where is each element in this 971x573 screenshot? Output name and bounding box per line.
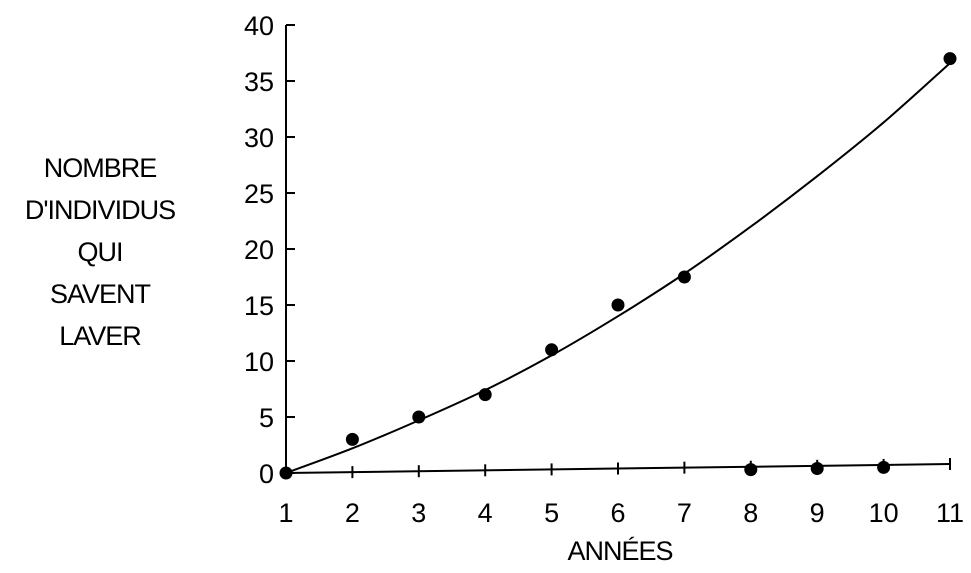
x-tick-label: 10 xyxy=(869,498,899,528)
y-axis-title-line: SAVENT xyxy=(49,279,151,309)
data-point xyxy=(677,270,691,284)
data-point xyxy=(412,410,426,424)
chart-curves xyxy=(285,62,951,474)
x-tick-label: 4 xyxy=(478,498,493,528)
y-tick-label: 10 xyxy=(244,347,274,377)
y-tick-label: 5 xyxy=(259,403,274,433)
baseline-curve xyxy=(285,463,951,474)
y-tick-label: 20 xyxy=(244,235,274,265)
x-tick-label: 5 xyxy=(544,498,559,528)
data-point xyxy=(611,298,625,312)
chart-points xyxy=(279,52,957,480)
y-axis-title-line: D'INDIVIDUS xyxy=(24,195,176,225)
data-point xyxy=(877,460,891,474)
x-tick-label: 6 xyxy=(610,498,625,528)
x-tick-label: 9 xyxy=(810,498,825,528)
x-tick-label: 7 xyxy=(677,498,692,528)
x-tick-label: 11 xyxy=(936,498,964,528)
y-tick-label: 40 xyxy=(244,11,274,41)
fit-curve xyxy=(285,62,951,474)
y-tick-label: 25 xyxy=(244,179,274,209)
y-tick-label: 15 xyxy=(244,291,274,321)
x-axis-ticks: 1 2 3 4 5 6 7 8 9 10 11 xyxy=(278,458,964,528)
data-point xyxy=(478,388,492,402)
data-point xyxy=(345,432,359,446)
x-axis-title: ANNÉES xyxy=(567,536,672,566)
data-point xyxy=(810,462,824,476)
data-point xyxy=(545,343,559,357)
data-point xyxy=(943,52,957,66)
y-tick-label: 35 xyxy=(244,67,274,97)
y-axis-ticks: 0 5 10 15 20 25 30 35 40 xyxy=(244,11,295,489)
y-axis-title-line: NOMBRE xyxy=(43,153,158,183)
x-tick-label: 8 xyxy=(743,498,758,528)
y-axis-title-line: LAVER xyxy=(59,321,142,351)
x-tick-label: 2 xyxy=(345,498,360,528)
y-tick-label: 30 xyxy=(244,123,274,153)
x-tick-label: 3 xyxy=(411,498,426,528)
y-axis-title-line: QUI xyxy=(77,237,123,267)
x-tick-label: 1 xyxy=(278,498,293,528)
data-point xyxy=(744,463,758,477)
data-point xyxy=(279,466,293,480)
y-tick-label: 0 xyxy=(259,459,274,489)
